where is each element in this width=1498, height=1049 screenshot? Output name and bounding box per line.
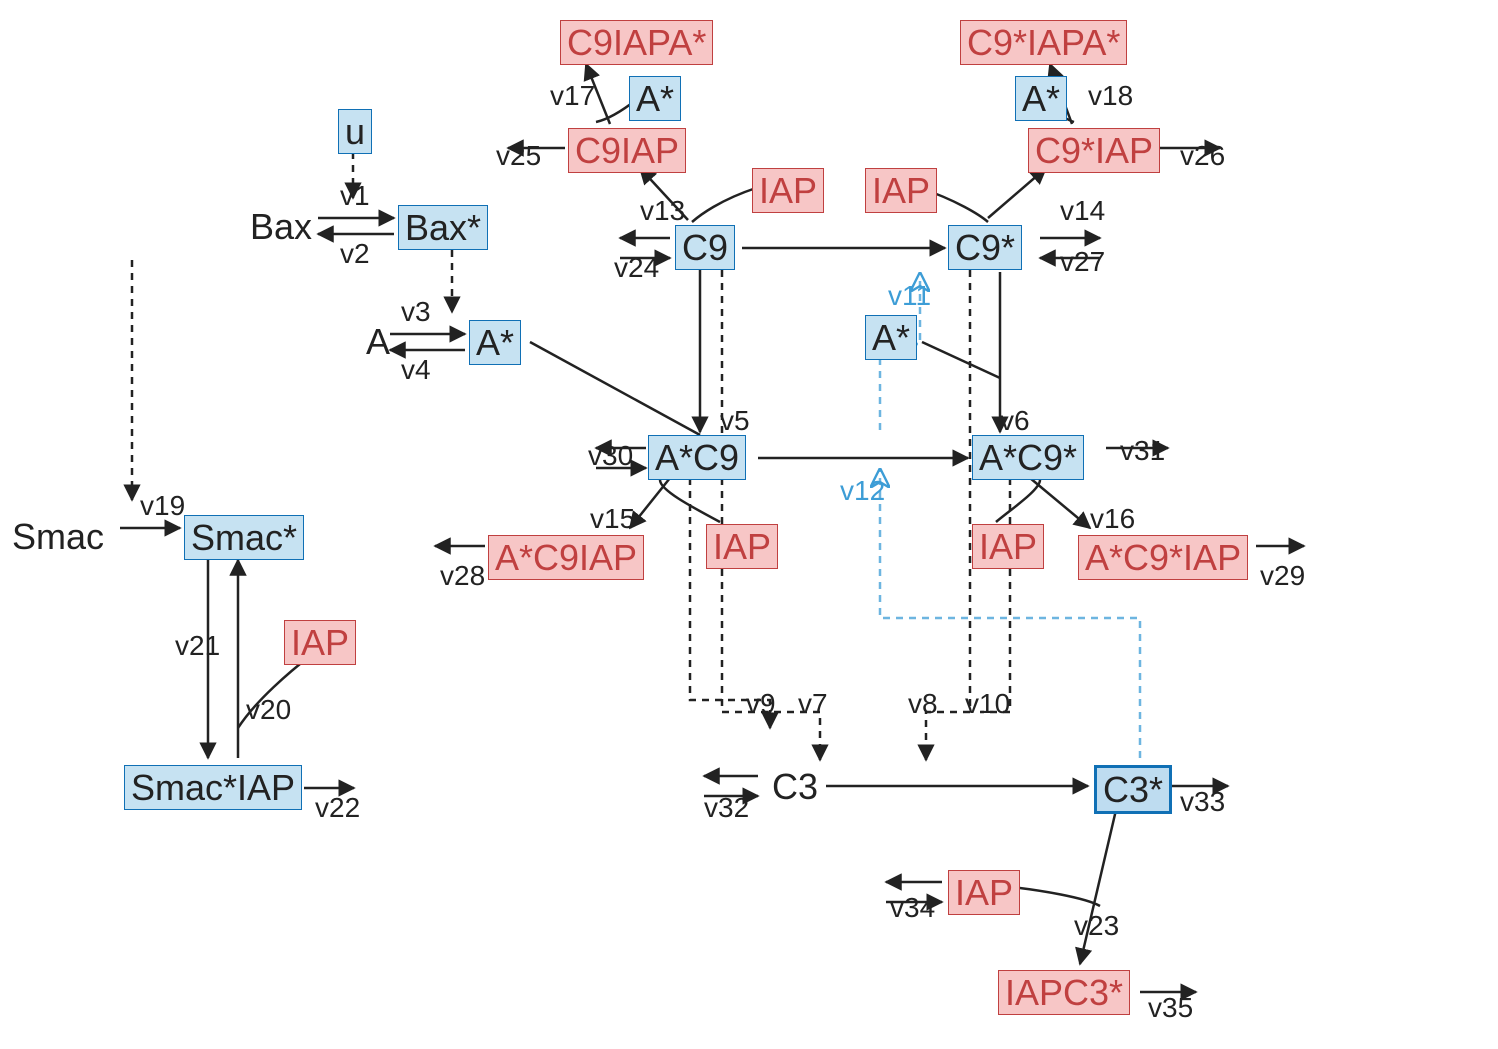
label-v24: v24 (614, 252, 659, 284)
node-IAP_b: IAP (865, 168, 937, 213)
label-v13: v13 (640, 195, 685, 227)
label-v7: v7 (798, 688, 828, 720)
node-AS: A* (469, 320, 521, 365)
node-IAPC3S: IAPC3* (998, 970, 1130, 1015)
node-ASC9: A*C9 (648, 435, 746, 480)
node-IAP_c: IAP (706, 524, 778, 569)
label-v6: v6 (1000, 405, 1030, 437)
node-ASC9SIAP: A*C9*IAP (1078, 535, 1248, 580)
label-v3: v3 (401, 296, 431, 328)
node-C9: C9 (675, 225, 735, 270)
node-C9IAPA: C9IAPA* (560, 20, 713, 65)
node-IAP_a: IAP (752, 168, 824, 213)
edge-22 (660, 480, 720, 522)
node-C9S: C9* (948, 225, 1022, 270)
node-IAP_d: IAP (972, 524, 1044, 569)
node-C9SIAPA: C9*IAPA* (960, 20, 1127, 65)
label-v18: v18 (1088, 80, 1133, 112)
edge-52 (926, 270, 970, 760)
label-v4: v4 (401, 354, 431, 386)
node-Bax: Bax (244, 205, 318, 248)
label-v8: v8 (908, 688, 938, 720)
label-v9: v9 (746, 688, 776, 720)
node-A: A (360, 320, 396, 363)
label-v19: v19 (140, 490, 185, 522)
label-v11: v11 (888, 280, 931, 312)
node-IAP_e: IAP (284, 620, 356, 665)
edge-14 (922, 342, 1000, 378)
node-C9IAP: C9IAP (568, 128, 686, 173)
label-v22: v22 (315, 792, 360, 824)
node-ASC9IAP: A*C9IAP (488, 535, 644, 580)
label-v28: v28 (440, 560, 485, 592)
label-v27: v27 (1060, 246, 1105, 278)
label-v25: v25 (496, 140, 541, 172)
edge-29 (988, 168, 1046, 218)
node-Smac: Smac (6, 515, 110, 558)
node-SmacS: Smac* (184, 515, 304, 560)
node-u: u (338, 109, 372, 154)
edge-28 (692, 188, 756, 222)
node-IAP_f: IAP (948, 870, 1020, 915)
label-v32: v32 (704, 792, 749, 824)
label-v20: v20 (246, 694, 291, 726)
node-C9SIAP: C9*IAP (1028, 128, 1160, 173)
label-v12: v12 (840, 475, 885, 507)
label-v14: v14 (1060, 195, 1105, 227)
edge-24 (996, 480, 1040, 522)
label-v21: v21 (175, 630, 220, 662)
label-v31: v31 (1120, 435, 1165, 467)
node-AS_top1: A* (629, 76, 681, 121)
label-v16: v16 (1090, 503, 1135, 535)
label-v5: v5 (720, 405, 750, 437)
node-SmacSIAP: Smac*IAP (124, 765, 302, 810)
label-v26: v26 (1180, 140, 1225, 172)
label-v33: v33 (1180, 786, 1225, 818)
node-AS_mid: A* (865, 315, 917, 360)
node-ASC9S: A*C9* (972, 435, 1084, 480)
node-BaxS: Bax* (398, 205, 488, 250)
node-C3: C3 (766, 765, 824, 808)
label-v15: v15 (590, 503, 635, 535)
edge-50 (722, 270, 820, 760)
label-v35: v35 (1148, 992, 1193, 1024)
node-AS_top2: A* (1015, 76, 1067, 121)
label-v17: v17 (550, 80, 595, 112)
label-v23: v23 (1074, 910, 1119, 942)
node-C3S: C3* (1094, 765, 1172, 814)
label-v29: v29 (1260, 560, 1305, 592)
label-v1: v1 (340, 180, 370, 212)
label-v30: v30 (588, 440, 633, 472)
label-v34: v34 (890, 892, 935, 924)
edge-12 (530, 342, 700, 435)
label-v2: v2 (340, 238, 370, 270)
label-v10: v10 (965, 688, 1010, 720)
edge-21 (630, 478, 670, 528)
